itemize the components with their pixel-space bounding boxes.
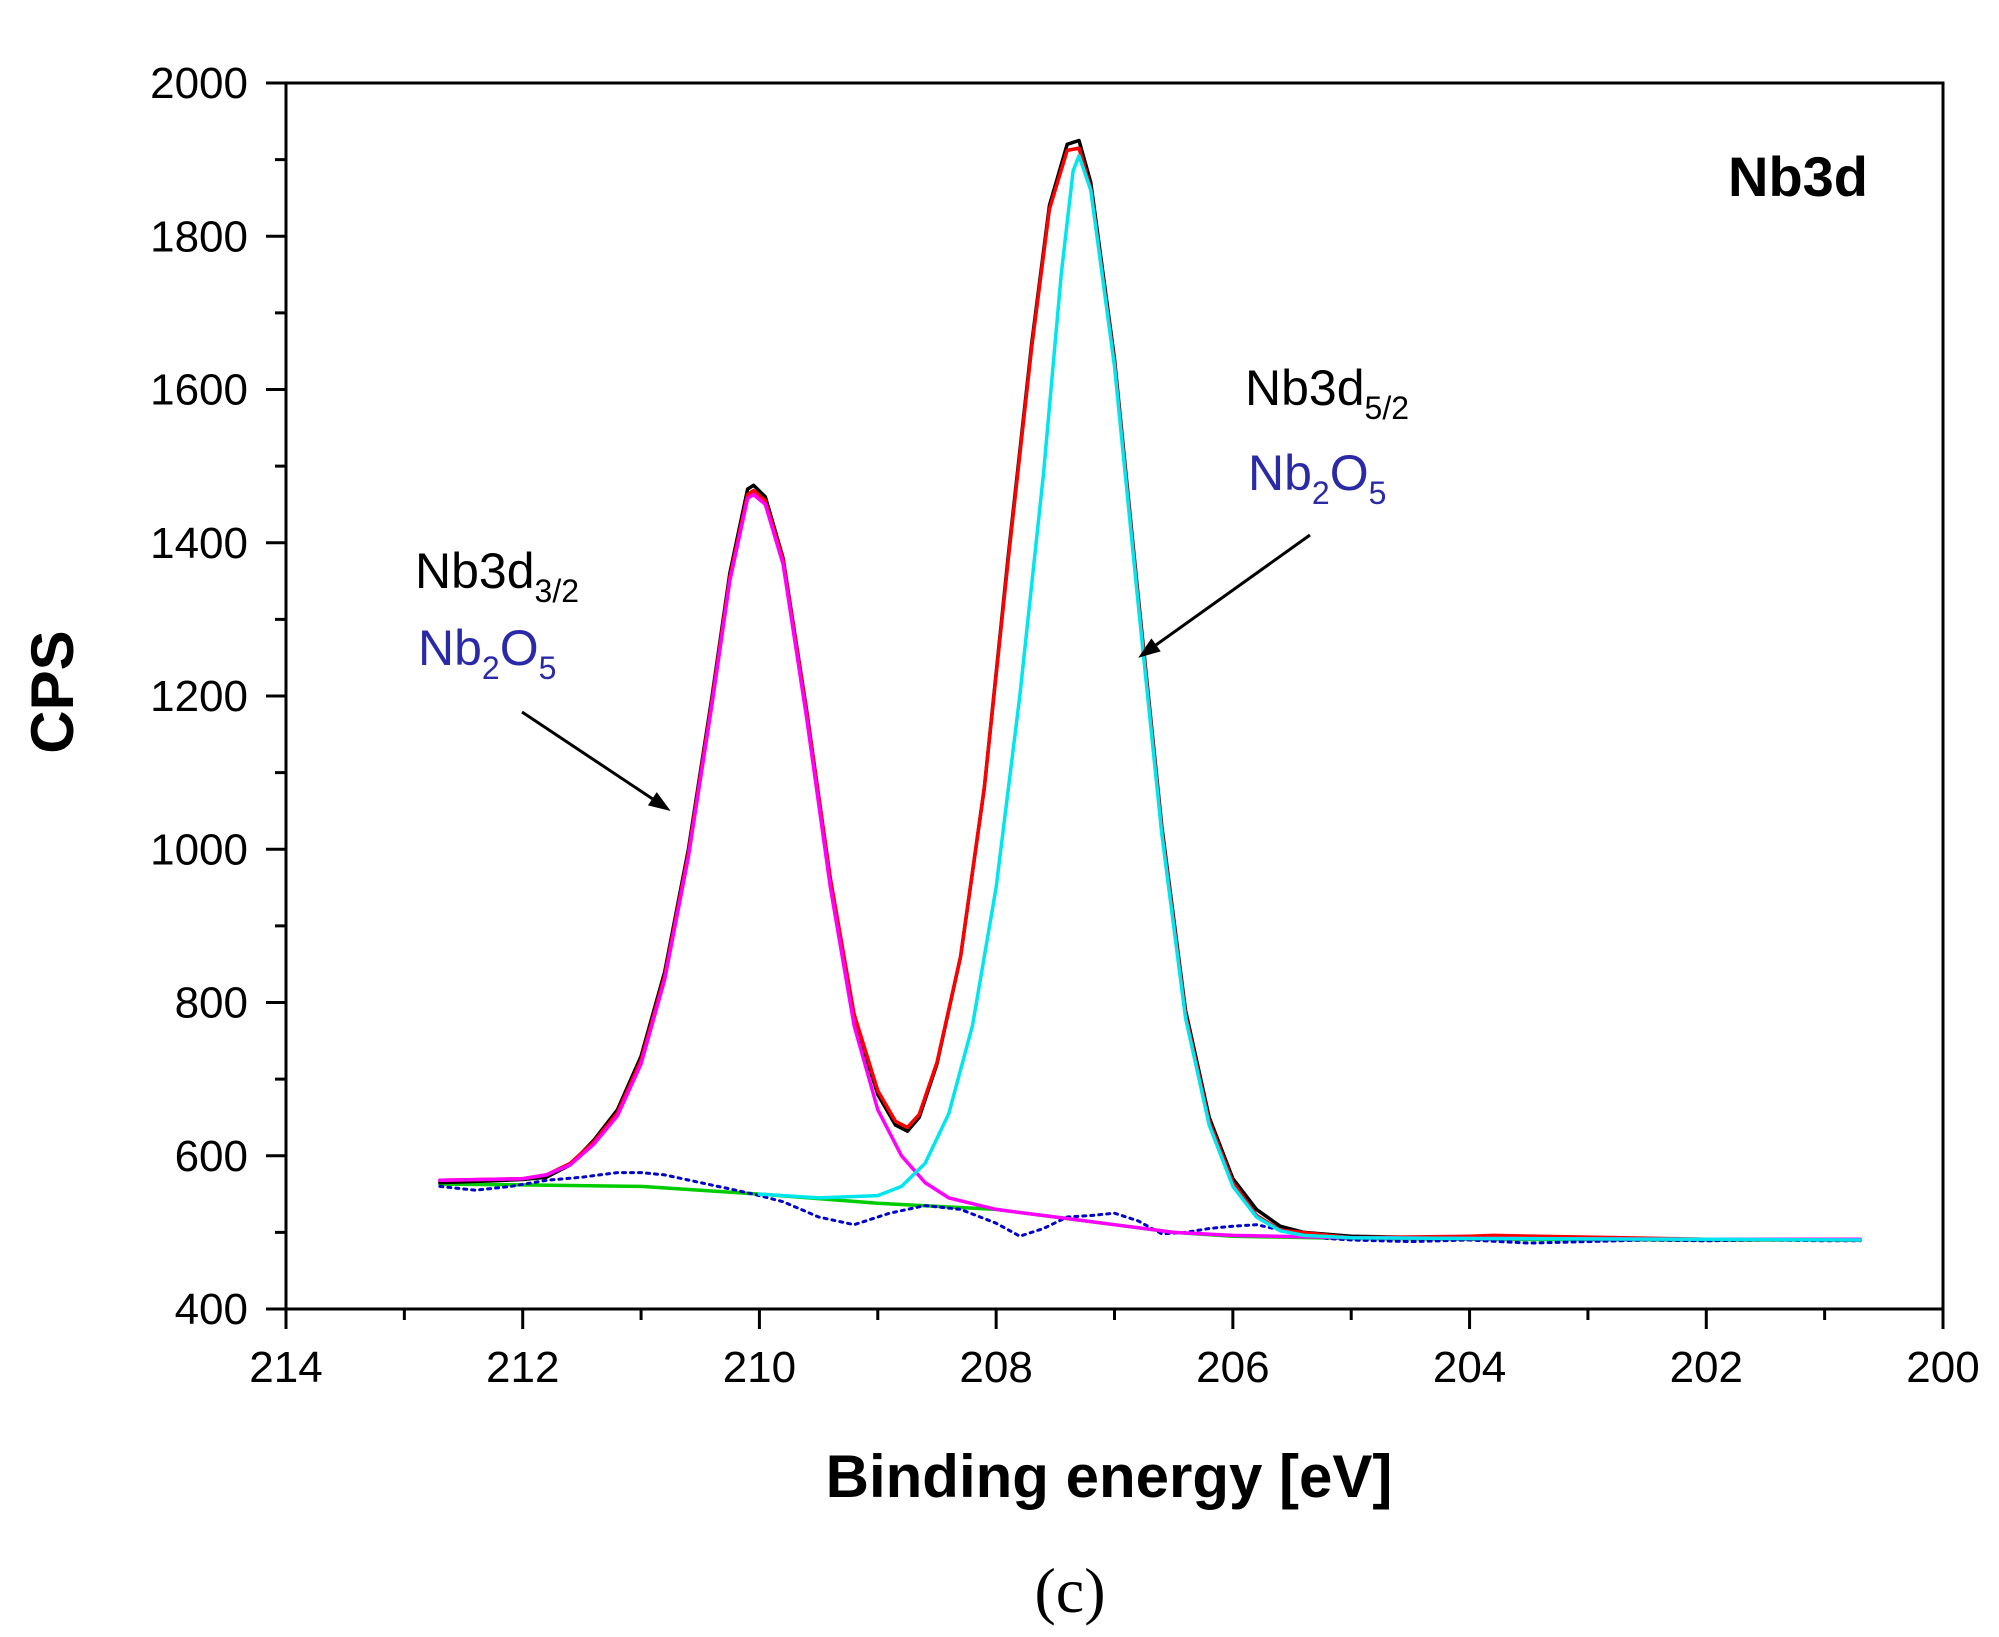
annotation-left-compound-s1: 2 — [482, 650, 500, 686]
y-tick-label: 1600 — [150, 366, 248, 415]
series-background — [438, 1182, 1862, 1242]
x-axis-title: Binding energy [eV] — [826, 1443, 1393, 1510]
series-fit-envelope — [438, 146, 1862, 1242]
y-tick-label: 1400 — [150, 519, 248, 568]
annotation-left-sub: 3/2 — [535, 573, 579, 609]
annotation-left-arrow — [521, 710, 654, 800]
annotation-left-label: Nb3d3/2 — [415, 543, 579, 609]
annotation-right-compound-b: O — [1330, 445, 1369, 501]
y-axis-title: CPS — [19, 630, 86, 753]
annotation-left-compound-a: Nb — [418, 620, 482, 676]
annotation-right-sub: 5/2 — [1365, 390, 1409, 426]
x-tick-label: 200 — [1906, 1343, 1979, 1392]
y-tick-label: 600 — [175, 1132, 248, 1181]
y-tick-label: 800 — [175, 979, 248, 1028]
annotation-left-compound-s2: 5 — [539, 650, 557, 686]
plot-frame — [284, 81, 1945, 1311]
annotation-right-arrow — [1155, 533, 1311, 647]
y-tick-label: 400 — [175, 1285, 248, 1334]
annotation-right-compound-a: Nb — [1248, 445, 1312, 501]
x-tick-label: 214 — [249, 1343, 322, 1392]
figure-caption: (c) — [1034, 1555, 1105, 1626]
annotation-right-compound-s2: 5 — [1369, 475, 1387, 511]
chart-title: Nb3d — [1728, 145, 1868, 208]
x-tick-label: 206 — [1196, 1343, 1269, 1392]
x-tick-label: 208 — [959, 1343, 1032, 1392]
annotation-left-name: Nb3d — [415, 543, 535, 599]
axis-ticks: 214 212 210 208 206 204 202 200 400 600 800 1000 120… — [150, 59, 1980, 1392]
y-tick-label: 1200 — [150, 672, 248, 721]
x-tick-label: 202 — [1670, 1343, 1743, 1392]
series-residual — [438, 1171, 1862, 1245]
x-tick-label: 212 — [486, 1343, 559, 1392]
annotation-right-compound-s1: 2 — [1312, 475, 1330, 511]
x-tick-label: 204 — [1433, 1343, 1506, 1392]
annotation-right-label: Nb3d5/2 — [1245, 360, 1409, 426]
series-layer — [438, 138, 1862, 1245]
y-tick-label: 1800 — [150, 212, 248, 261]
annotation-left-compound: Nb2O5 — [418, 620, 556, 686]
series-nb3d5-2-nb2o5-component — [757, 154, 1862, 1242]
annotation-left-compound-b: O — [500, 620, 539, 676]
y-tick-label: 2000 — [150, 59, 248, 108]
series-measured-spectrum — [438, 138, 1862, 1242]
y-tick-label: 1000 — [150, 825, 248, 874]
x-tick-label: 210 — [723, 1343, 796, 1392]
annotation-right-compound: Nb2O5 — [1248, 445, 1386, 511]
series-nb3d3-2-nb2o5-component — [438, 492, 1862, 1242]
annotation-left-arrowhead — [647, 792, 671, 811]
annotation-right-arrowhead — [1138, 638, 1161, 658]
annotation-right-name: Nb3d — [1245, 360, 1365, 416]
